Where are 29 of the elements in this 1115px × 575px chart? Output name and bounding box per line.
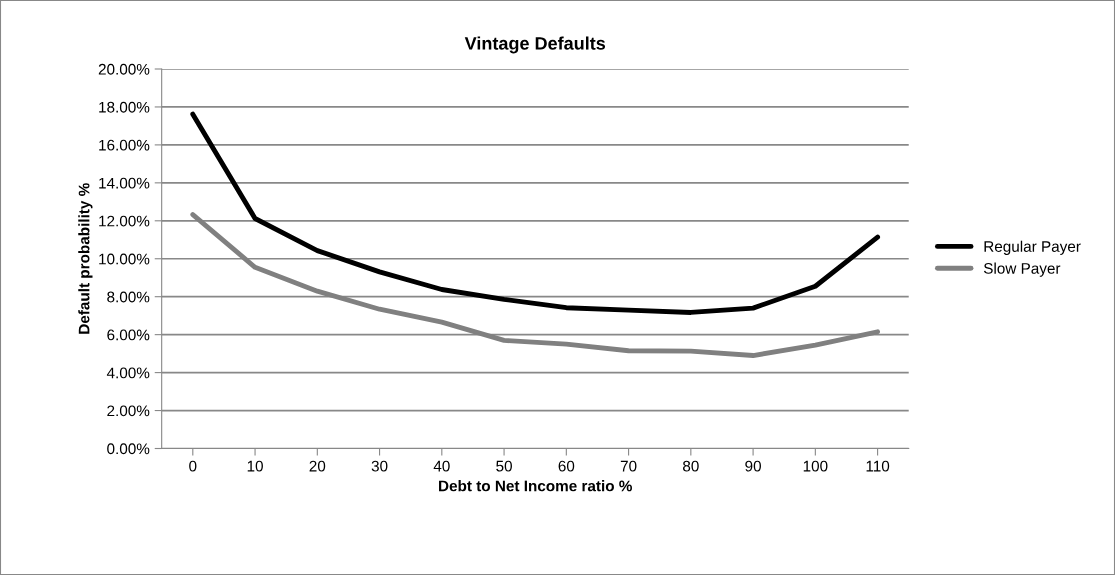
line-series [190,111,881,315]
x-tick-label: 10 [247,460,263,472]
x-tick-label: 60 [558,460,575,472]
x-tick-label: 30 [371,460,388,472]
y-tick-label: 14.00% [99,177,150,189]
x-tick-label: 70 [620,460,637,472]
y-tick-label: 6.00% [107,329,150,341]
legend-label: Regular Payer [984,240,1081,255]
y-tick-label: 18.00% [99,101,150,113]
x-tick-label: 0 [189,460,197,472]
x-tick-label: 90 [745,460,761,472]
x-tick-label: 100 [803,460,828,472]
y-axis-title: Default probability % [78,183,93,334]
chart-title: Vintage Defaults [464,36,606,54]
x-tick-label: 80 [683,460,699,472]
y-tick-label: 10.00% [99,253,150,265]
x-axis-title: Debt to Net Income ratio % [439,480,632,492]
y-tick-label: 8.00% [107,291,150,303]
x-tick-label: 20 [309,460,326,472]
y-tick-label: 2.00% [107,405,150,417]
legend-label: Slow Payer [983,262,1061,277]
x-tick-label: 110 [866,460,890,472]
y-tick-label: 4.00% [106,367,150,379]
y-tick-label: 12.00% [99,215,150,227]
x-tick-label: 50 [496,460,512,472]
x-tick-label: 40 [433,460,450,472]
y-tick-label: 0.00% [107,443,150,455]
y-tick-label: 20.00% [98,63,150,75]
y-tick-label: 16.00% [99,139,150,151]
